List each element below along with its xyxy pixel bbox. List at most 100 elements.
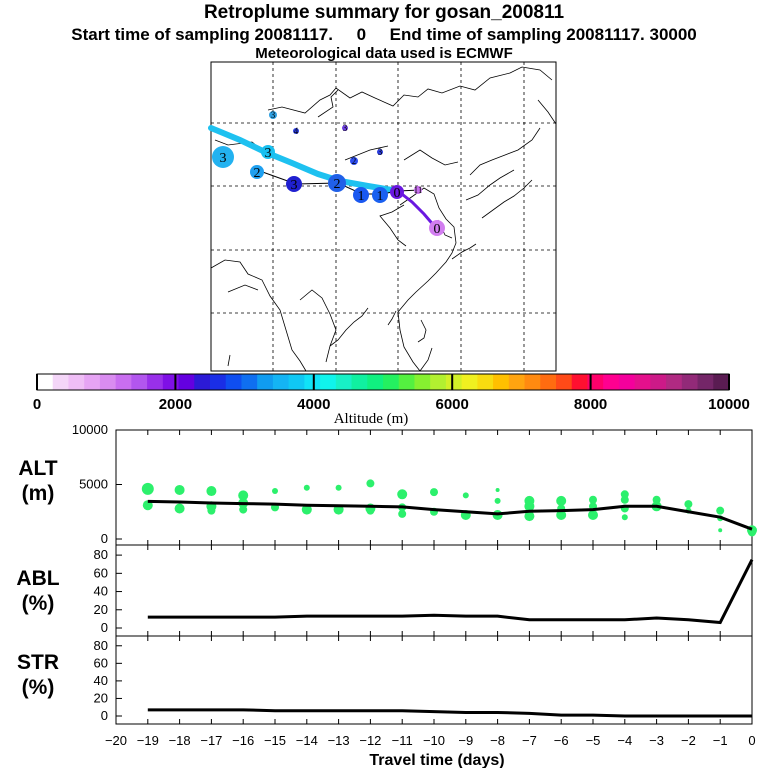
- colorbar-cell: [508, 374, 526, 390]
- coastlines: [210, 66, 557, 372]
- y-tick-label: 0: [101, 708, 108, 723]
- x-tick-label: −19: [137, 733, 159, 748]
- abl-line: [147, 558, 754, 625]
- colorbar-cell: [367, 374, 384, 390]
- x-tick-label: −2: [681, 733, 696, 748]
- plume-marker: [293, 128, 299, 134]
- colorbar-cell: [618, 374, 636, 390]
- colorbar-cell: [52, 374, 69, 390]
- x-tick-label: −3: [649, 733, 664, 748]
- y-tick-label: 0: [101, 620, 108, 635]
- sampling-times: Start time of sampling 20081117. 0 End t…: [71, 25, 697, 44]
- x-tick-label: −5: [586, 733, 601, 748]
- alt-mean-line: [147, 499, 753, 531]
- plume-marker-label: 4: [294, 126, 299, 136]
- colorbar-cell: [147, 374, 164, 390]
- alt-point: [239, 505, 248, 514]
- y-tick-label: 60: [94, 655, 108, 670]
- alt-point: [366, 506, 375, 515]
- plume-marker-label: 1: [358, 189, 365, 204]
- str-line: [147, 708, 752, 718]
- colorbar-cell: [634, 374, 651, 390]
- colorbar-cell: [398, 374, 415, 390]
- alt-point: [301, 504, 312, 515]
- plume-marker: [429, 220, 445, 236]
- alt-point: [174, 503, 185, 514]
- colorbar-cell: [99, 374, 117, 390]
- colorbar-tick-labels: 0 2000 4000 6000 8000 10000: [33, 374, 750, 413]
- plume-track-high: [208, 125, 401, 194]
- colorbar-cell: [713, 374, 730, 390]
- plume-marker-label: 11: [414, 185, 423, 195]
- plume-marker-label: 3: [291, 178, 298, 193]
- x-tick-label: −14: [296, 733, 318, 748]
- map-frame: [210, 61, 557, 372]
- colorbar-cell: [84, 374, 101, 390]
- colorbar-tick-label: 2000: [159, 396, 192, 413]
- colorbar-cell: [272, 374, 290, 390]
- colorbar-cell: [461, 374, 478, 390]
- colorbar-cell: [335, 374, 353, 390]
- colorbar-cell: [650, 374, 667, 390]
- plume-marker-label: 2: [334, 177, 341, 192]
- alt-point: [589, 495, 597, 504]
- plume-marker: [261, 145, 275, 159]
- plume-marker: [328, 174, 346, 192]
- colorbar-label: Altitude (m): [334, 411, 409, 427]
- alt-point: [588, 510, 598, 521]
- alt-point: [716, 506, 725, 515]
- colorbar-cell: [257, 374, 274, 390]
- colorbar-tick-label: 0: [33, 396, 41, 413]
- y-tick-label: 10000: [72, 422, 108, 437]
- colorbar-cell: [383, 374, 400, 390]
- colorbar-cell: [603, 374, 620, 390]
- x-tick-label: −15: [264, 733, 286, 748]
- x-tick-label: −18: [169, 733, 191, 748]
- alt-point: [620, 495, 629, 504]
- alt-point: [141, 482, 154, 495]
- alt-label: ALT: [18, 457, 57, 480]
- y-tick-label: 60: [94, 565, 108, 580]
- plume-marker: [250, 165, 264, 179]
- y-tick-label: 5000: [79, 477, 108, 492]
- alt-point: [494, 497, 501, 504]
- alt-point: [272, 488, 278, 495]
- alt-point: [335, 484, 342, 491]
- colorbar-cell: [477, 374, 494, 390]
- abl-unit: (%): [22, 592, 55, 615]
- plume-marker: [353, 187, 369, 203]
- alt-point: [430, 488, 438, 497]
- alt-point: [174, 484, 185, 495]
- y-tick-label: 0: [101, 531, 108, 546]
- plume-marker: [269, 111, 277, 119]
- plume-marker: [342, 125, 348, 131]
- y-tick-label: 20: [94, 690, 108, 705]
- panel-frame: [115, 544, 753, 637]
- alt-point: [748, 528, 756, 537]
- x-tick-label: −20: [105, 733, 127, 748]
- alt-point: [495, 487, 500, 492]
- colorbar-cell: [320, 374, 337, 390]
- alt-point: [207, 506, 216, 515]
- colorbar-cell: [115, 374, 132, 390]
- alt-point: [238, 490, 249, 501]
- x-tick-label: −8: [490, 733, 505, 748]
- str-unit: (%): [22, 676, 55, 699]
- x-axis-ticks: −20 −19 −18 −17 −16 −15 −14 −13 −12 −11 −10 −9 −8 −7−…: [105, 733, 756, 748]
- colorbar-cell: [681, 374, 699, 390]
- x-tick-label: −7: [522, 733, 537, 748]
- colorbar-cell: [524, 374, 541, 390]
- colorbar-cell: [304, 374, 321, 390]
- colorbar-cell: [68, 374, 85, 390]
- alt-point: [397, 489, 408, 500]
- alt-point: [718, 528, 723, 533]
- colorbar-cell: [351, 374, 368, 390]
- alt-point: [366, 479, 375, 488]
- plume-marker-label: 1: [377, 189, 384, 204]
- plume-marker: [377, 149, 383, 155]
- x-tick-label: −10: [423, 733, 445, 748]
- y-tick-label: 80: [94, 638, 108, 653]
- plume-marker: [212, 146, 234, 168]
- alt-point: [303, 484, 310, 491]
- colorbar-cell: [445, 374, 463, 390]
